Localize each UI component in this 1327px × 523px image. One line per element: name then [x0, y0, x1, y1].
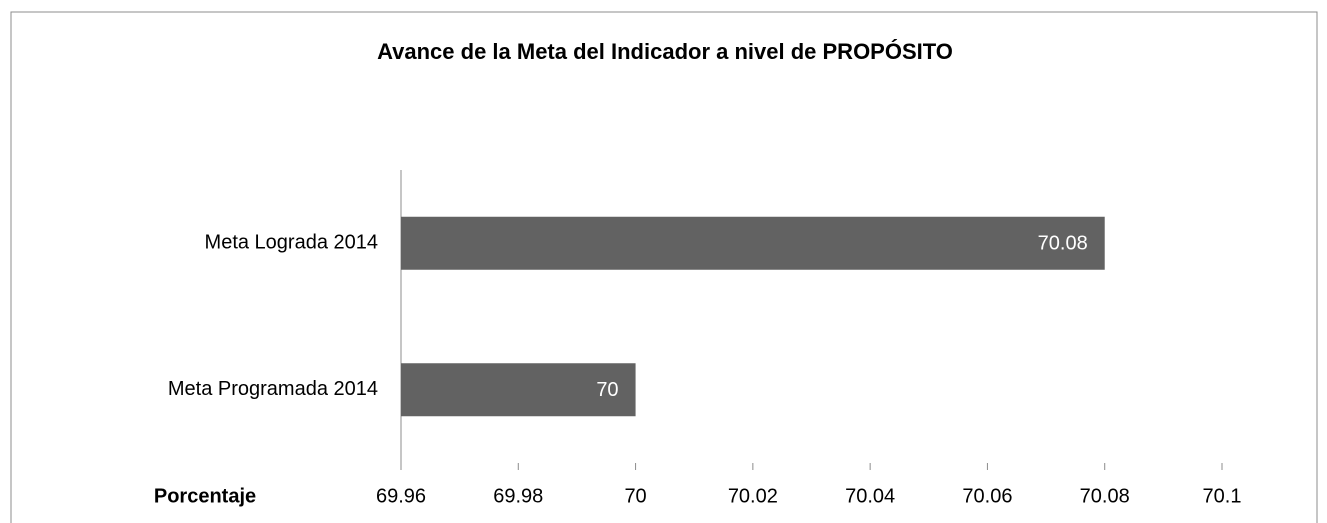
x-tick-label: 70.1	[1203, 485, 1242, 507]
y-tick-label: Meta Programada 2014	[168, 378, 378, 400]
bar	[401, 363, 636, 417]
x-tick-label: 70	[624, 485, 646, 507]
value-label: 70	[596, 379, 618, 401]
y-tick-label: Meta Lograda 2014	[205, 232, 378, 254]
x-tick-label: 70.06	[962, 485, 1012, 507]
x-tick-label: 69.96	[376, 485, 426, 507]
x-axis-label: Porcentaje	[154, 485, 256, 507]
x-tick-label: 70.04	[845, 485, 895, 507]
x-tick-label: 70.08	[1080, 485, 1130, 507]
x-tick-label: 70.02	[728, 485, 778, 507]
bar	[401, 216, 1105, 270]
x-tick-label: 69.98	[493, 485, 543, 507]
chart-frame	[10, 11, 1318, 523]
chart-title: Avance de la Meta del Indicador a nivel …	[377, 39, 953, 64]
value-label: 70.08	[1038, 233, 1088, 255]
